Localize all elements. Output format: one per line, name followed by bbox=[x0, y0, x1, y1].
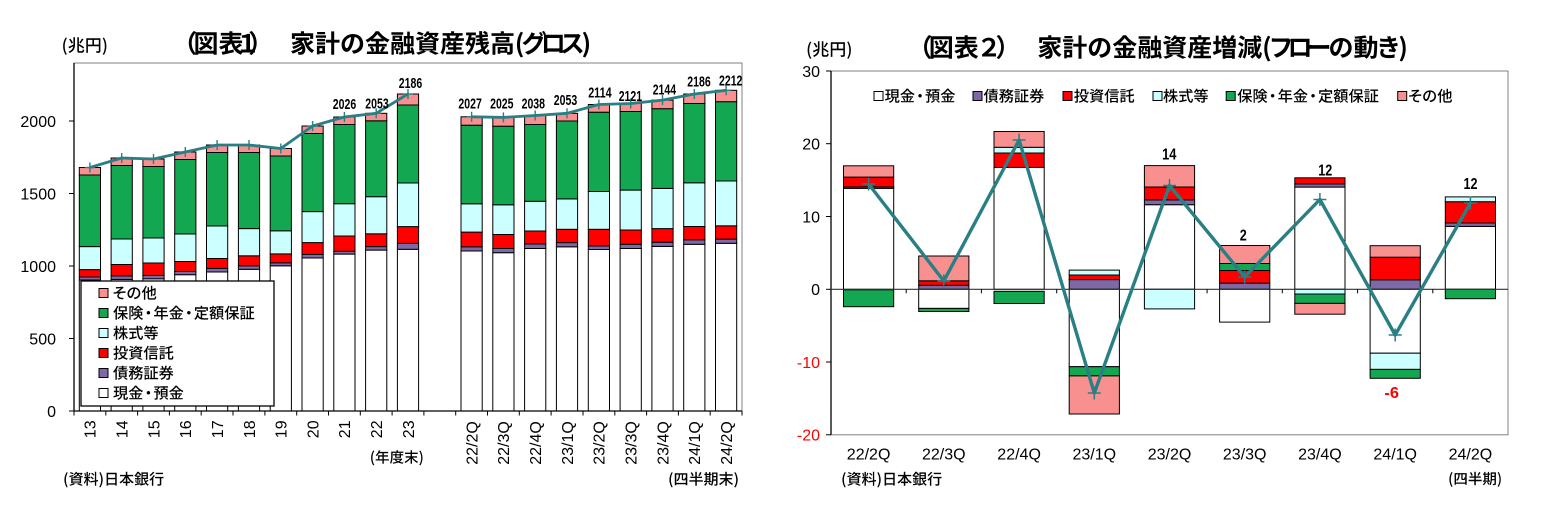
svg-text:2121: 2121 bbox=[619, 89, 642, 105]
svg-text:23/4Q: 23/4Q bbox=[1298, 447, 1342, 464]
svg-text:23/3Q: 23/3Q bbox=[624, 421, 641, 465]
svg-text:30: 30 bbox=[802, 64, 820, 81]
svg-text:23: 23 bbox=[401, 420, 418, 438]
svg-text:22/4Q: 22/4Q bbox=[997, 447, 1041, 464]
svg-text:23/2Q: 23/2Q bbox=[592, 421, 609, 465]
svg-text:24/1Q: 24/1Q bbox=[1373, 447, 1417, 464]
svg-text:10: 10 bbox=[802, 209, 820, 226]
svg-text:24/2Q: 24/2Q bbox=[719, 421, 736, 465]
svg-text:2212: 2212 bbox=[719, 74, 742, 90]
svg-text:22: 22 bbox=[369, 420, 386, 438]
svg-text:23/1Q: 23/1Q bbox=[1073, 447, 1117, 464]
svg-text:2053: 2053 bbox=[554, 93, 577, 109]
svg-text:-10: -10 bbox=[797, 355, 820, 372]
svg-text:22/4Q: 22/4Q bbox=[528, 421, 545, 465]
svg-text:20: 20 bbox=[305, 420, 322, 438]
svg-text:23/3Q: 23/3Q bbox=[1223, 447, 1267, 464]
svg-text:12: 12 bbox=[1318, 162, 1332, 179]
svg-text:22/2Q: 22/2Q bbox=[464, 421, 481, 465]
svg-text:24/1Q: 24/1Q bbox=[687, 421, 704, 465]
svg-text:14: 14 bbox=[1162, 147, 1176, 164]
svg-text:22/2Q: 22/2Q bbox=[847, 447, 891, 464]
svg-text:-20: -20 bbox=[797, 428, 820, 445]
svg-text:16: 16 bbox=[178, 420, 195, 438]
svg-text:2114: 2114 bbox=[588, 86, 611, 102]
svg-text:0: 0 bbox=[811, 282, 820, 299]
svg-text:13: 13 bbox=[83, 420, 100, 438]
svg-text:2026: 2026 bbox=[333, 97, 356, 113]
svg-text:1500: 1500 bbox=[20, 186, 56, 203]
svg-text:22/3Q: 22/3Q bbox=[922, 447, 966, 464]
svg-text:2186: 2186 bbox=[399, 76, 422, 92]
svg-text:2027: 2027 bbox=[458, 97, 481, 113]
svg-text:23/4Q: 23/4Q bbox=[655, 421, 672, 465]
svg-text:2144: 2144 bbox=[653, 83, 676, 99]
svg-text:-6: -6 bbox=[1384, 385, 1399, 402]
svg-text:15: 15 bbox=[146, 420, 163, 438]
svg-text:2000: 2000 bbox=[20, 114, 56, 131]
svg-text:2038: 2038 bbox=[522, 97, 545, 113]
svg-text:23/2Q: 23/2Q bbox=[1148, 447, 1192, 464]
svg-text:21: 21 bbox=[337, 420, 354, 438]
svg-text:1000: 1000 bbox=[20, 259, 56, 276]
svg-text:22/3Q: 22/3Q bbox=[496, 421, 513, 465]
svg-text:500: 500 bbox=[29, 331, 56, 348]
svg-text:17: 17 bbox=[210, 420, 227, 438]
svg-text:24/2Q: 24/2Q bbox=[1449, 447, 1493, 464]
svg-text:2186: 2186 bbox=[687, 75, 710, 91]
svg-text:2053: 2053 bbox=[365, 96, 388, 112]
svg-text:14: 14 bbox=[115, 420, 132, 438]
svg-text:20: 20 bbox=[802, 137, 820, 154]
svg-text:12: 12 bbox=[1464, 176, 1478, 193]
svg-text:18: 18 bbox=[242, 420, 259, 438]
svg-text:19: 19 bbox=[274, 420, 291, 438]
svg-text:2: 2 bbox=[1240, 228, 1247, 245]
svg-text:0: 0 bbox=[47, 404, 56, 421]
svg-text:2025: 2025 bbox=[490, 97, 513, 113]
svg-text:23/1Q: 23/1Q bbox=[560, 421, 577, 465]
